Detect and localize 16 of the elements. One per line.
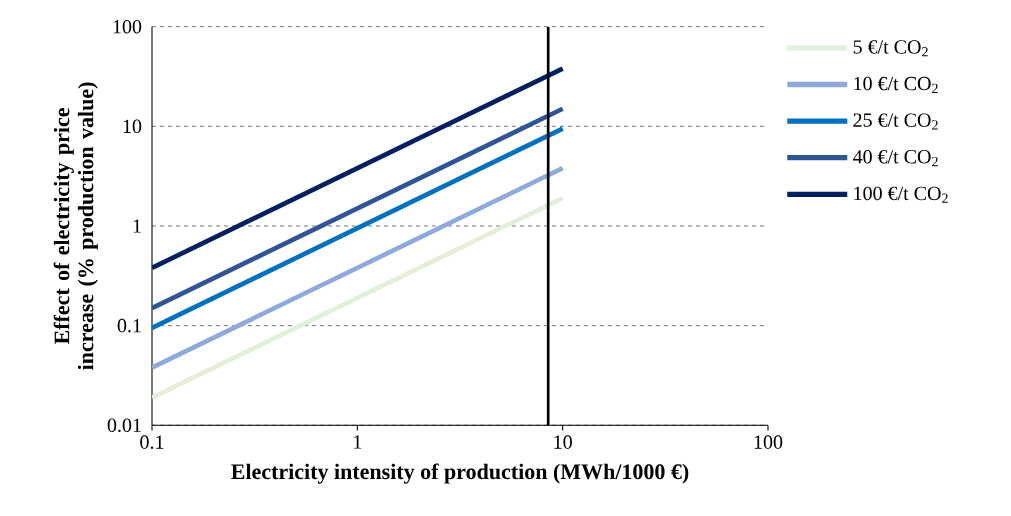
legend-label: 25 €/t CO$_{2}$ — [853, 113, 938, 130]
y-tick-label: 0.1 — [117, 318, 141, 333]
x-tick-label: 10 — [554, 435, 572, 449]
x-axis-title: Electricity intensity of production (MWh/1000 €) — [231, 463, 689, 484]
x-tick-label: 100 — [754, 435, 783, 449]
x-tick-label: 1 — [354, 435, 362, 449]
legend-label: 100 €/t CO$_{2}$ — [854, 186, 948, 203]
y-tick-label: 0.01 — [107, 418, 141, 433]
legend-label: 5 €/t CO$_{2}$ — [853, 40, 928, 57]
y-tick-label: 100 — [113, 19, 142, 34]
legend-label: 10 €/t CO$_{2}$ — [854, 76, 938, 93]
y-tick-label: 10 — [123, 119, 142, 134]
y-axis-title: Effect of electricity price increase (% production value) — [53, 82, 98, 370]
y-tick-label: 1 — [133, 219, 141, 233]
legend-label: 40 €/t CO$_{2}$ — [852, 150, 938, 167]
x-tick-label: 0.1 — [140, 435, 164, 449]
